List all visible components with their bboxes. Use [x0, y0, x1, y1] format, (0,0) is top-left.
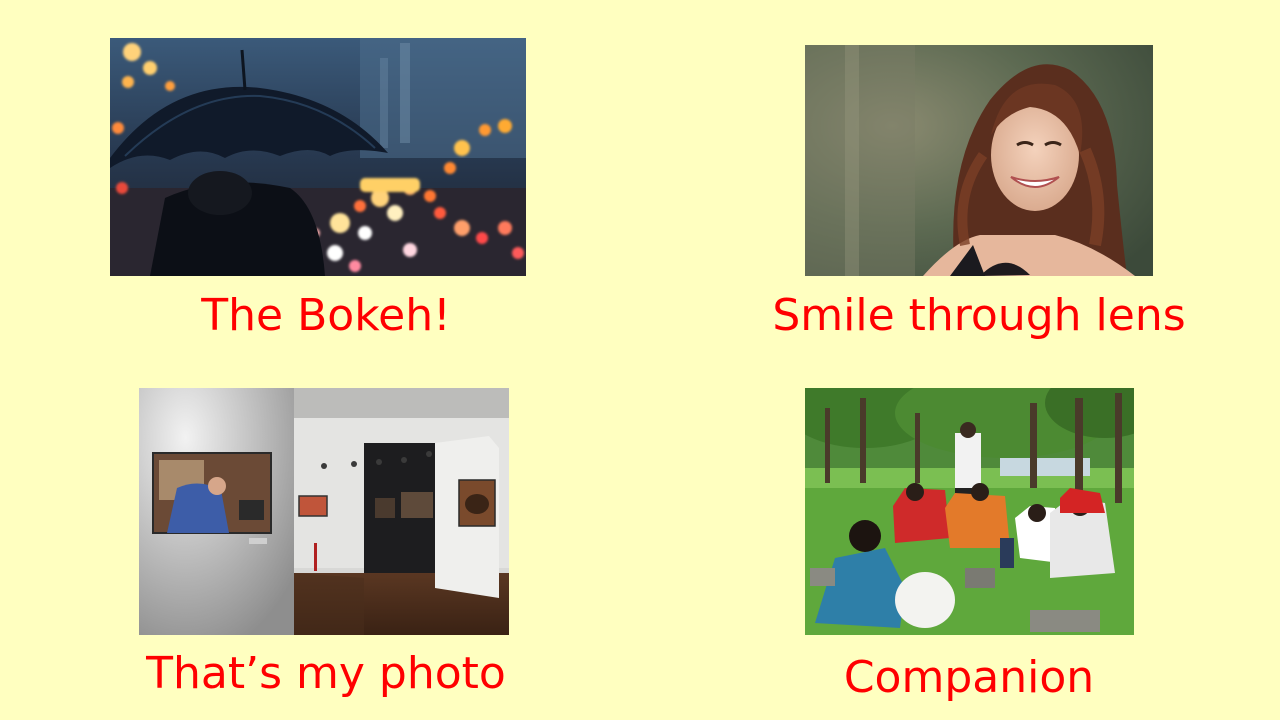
caption-smile: Smile through lens: [772, 290, 1186, 341]
caption-gallery: That’s my photo: [146, 648, 506, 699]
photographers-park-photo: [805, 388, 1134, 635]
bokeh-umbrella-photo: [110, 38, 526, 276]
smiling-woman-photo: [805, 45, 1153, 276]
caption-companion: Companion: [843, 652, 1095, 703]
caption-bokeh: The Bokeh!: [201, 290, 451, 341]
gallery-exhibition-photo: [139, 388, 509, 635]
